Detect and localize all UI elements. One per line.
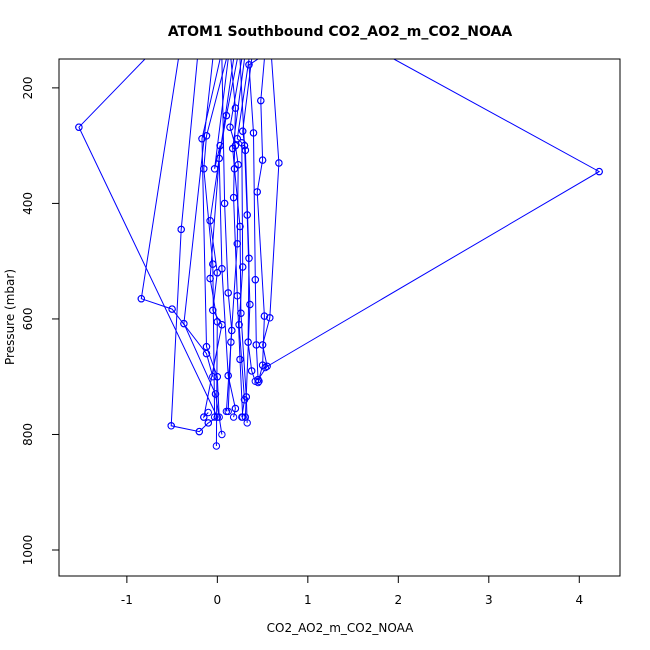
data-point [258, 341, 267, 349]
data-point [245, 61, 253, 69]
data-point [236, 222, 244, 231]
x-tick-label: 4 [575, 593, 583, 607]
series-line [230, 59, 244, 418]
x-axis-label: CO2_AO2_m_CO2_NOAA [267, 621, 414, 635]
x-tick-label: 0 [214, 593, 222, 607]
data-point [258, 156, 267, 164]
series-line [257, 59, 280, 380]
series-line [201, 59, 221, 418]
series-line [203, 59, 227, 418]
series-line [221, 59, 233, 412]
data-point [239, 263, 247, 271]
x-tick-label: 3 [485, 593, 493, 607]
series-line [218, 59, 238, 418]
data-point [220, 199, 229, 208]
data-point [595, 167, 603, 176]
y-tick-label: 1000 [21, 535, 35, 566]
series-line [265, 59, 601, 368]
y-axis: 200 400 600 800 1000 [21, 76, 60, 566]
data-point [229, 144, 237, 153]
data-point [202, 132, 211, 140]
data-point [231, 404, 240, 413]
data-point [213, 269, 222, 277]
data-point [210, 413, 219, 421]
data-point [233, 135, 242, 143]
data-point [266, 314, 274, 322]
data-point [275, 159, 283, 167]
series-line [140, 59, 214, 377]
x-axis: -1 0 1 2 3 4 [121, 575, 583, 607]
data-point [209, 306, 217, 314]
series-line [236, 59, 250, 418]
data-point [137, 295, 146, 303]
data-point [257, 96, 265, 105]
data-point [239, 127, 247, 135]
data-point [226, 123, 234, 131]
data-point [206, 217, 214, 225]
data-point [215, 154, 223, 163]
data-point [218, 430, 226, 439]
y-tick-label: 800 [21, 423, 35, 446]
data-point [212, 442, 221, 450]
data-point [254, 375, 262, 384]
data-point [200, 413, 208, 421]
data-point [260, 312, 269, 320]
data-point [249, 129, 258, 137]
series-line [256, 59, 265, 383]
y-axis-label: Pressure (mbar) [3, 269, 17, 365]
data-point [195, 427, 204, 436]
data-point [177, 225, 185, 234]
data-point [229, 413, 238, 421]
data-point [263, 362, 271, 370]
data-point [206, 274, 214, 283]
y-tick-label: 400 [21, 192, 35, 215]
data-point [246, 300, 254, 309]
data-point [234, 161, 242, 169]
data-point [240, 396, 249, 404]
data-point [218, 265, 226, 273]
data-point [204, 419, 213, 427]
data-point [229, 193, 238, 202]
data-point [211, 390, 220, 398]
y-tick-label: 600 [21, 307, 35, 330]
data-point [168, 305, 176, 313]
data-point [222, 407, 231, 416]
data-point [233, 292, 242, 300]
data-point [241, 146, 250, 155]
data-point [215, 413, 223, 421]
data-point [202, 343, 211, 351]
plot-area [75, 59, 603, 450]
data-point [236, 355, 244, 364]
series-line [202, 59, 235, 419]
data-point [240, 141, 249, 150]
x-tick-label: 2 [394, 593, 402, 607]
data-point [243, 211, 251, 219]
data-point [248, 367, 256, 375]
x-tick-label: 1 [304, 593, 312, 607]
chart-title: ATOM1 Southbound CO2_AO2_m_CO2_NOAA [168, 24, 513, 40]
x-tick-label: -1 [121, 593, 133, 607]
data-point [167, 422, 175, 430]
data-point [258, 361, 267, 369]
data-point [224, 289, 232, 297]
data-point [241, 413, 250, 421]
series-line [239, 59, 251, 418]
data-point [180, 319, 188, 328]
data-point [251, 276, 260, 284]
data-point [231, 104, 240, 112]
series-line [170, 59, 209, 433]
data-point [253, 188, 261, 196]
data-point [75, 123, 83, 131]
data-point [200, 165, 208, 173]
data-point [228, 326, 236, 335]
y-tick-label: 200 [21, 76, 35, 99]
series-line [209, 59, 229, 447]
data-point [204, 408, 213, 417]
